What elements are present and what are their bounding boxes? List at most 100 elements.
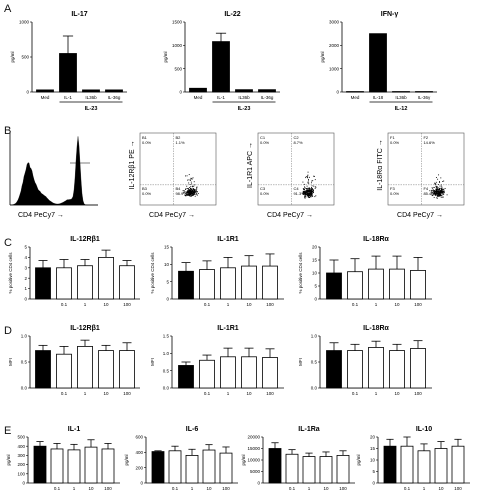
- y-tick-label: 3: [24, 265, 27, 270]
- bar: [392, 91, 410, 93]
- event-dot: [309, 191, 311, 192]
- event-dot: [312, 192, 314, 194]
- event-dot: [439, 189, 441, 191]
- event-dot: [439, 194, 441, 196]
- event-dot: [185, 193, 187, 195]
- event-dot: [195, 189, 197, 191]
- event-dot: [191, 178, 193, 180]
- event-dot: [430, 190, 432, 192]
- bar: [189, 87, 207, 93]
- event-dot: [311, 185, 313, 187]
- chart-title: IL-22: [224, 11, 240, 18]
- event-dot: [443, 191, 445, 193]
- event-dot: [431, 190, 433, 192]
- y-tick-label: 1500: [172, 20, 183, 25]
- x-tick-label: 1: [375, 391, 378, 396]
- bar: [77, 265, 93, 300]
- y-axis-label: MFI: [150, 358, 155, 366]
- chart-e3: IL-1Ra 0 5000 10000 15000 20000 pg/ml 0.1 1 10 100: [241, 426, 355, 491]
- bar: [56, 353, 72, 389]
- bar: [168, 450, 182, 484]
- y-tick-label: 15: [370, 446, 376, 451]
- event-dot: [188, 174, 190, 176]
- bar: [268, 448, 282, 484]
- panel-letter-c: C: [4, 237, 12, 249]
- x-tick-label: 100: [454, 486, 462, 491]
- y-axis-label: % positive CD4 cells: [8, 252, 13, 294]
- y-tick-label: 0.0: [21, 386, 28, 391]
- event-dot: [191, 190, 193, 192]
- y-tick-label: 5000: [250, 469, 261, 474]
- event-dot: [434, 183, 436, 185]
- chart-d3: IL-18Rα 0.0 0.5 1.0 MFI 0.1 1 10 100: [298, 325, 432, 396]
- x-tick-label: 1: [227, 391, 230, 396]
- x-tick-label: 1: [84, 302, 87, 307]
- x-tick-label: IL-36g: [261, 95, 274, 100]
- event-dot: [434, 190, 436, 192]
- quadrant-name: C1: [260, 135, 266, 140]
- bar: [258, 89, 276, 93]
- event-dot: [307, 188, 309, 190]
- event-dot: [310, 192, 312, 194]
- event-dot: [188, 190, 190, 192]
- event-dot: [439, 192, 441, 194]
- event-dot: [312, 191, 314, 193]
- event-dot: [437, 191, 439, 193]
- y-tick-label: 300: [17, 453, 25, 458]
- event-dot: [311, 186, 312, 188]
- event-dot: [437, 190, 439, 192]
- event-dot: [437, 187, 439, 188]
- y-tick-label: 5: [166, 279, 169, 284]
- event-dot: [195, 191, 197, 193]
- x-tick-label: 0.1: [61, 302, 68, 307]
- event-dot: [187, 189, 189, 191]
- event-dot: [183, 190, 185, 192]
- quadrant-value: 0.0%: [260, 140, 270, 145]
- event-dot: [191, 195, 193, 196]
- event-dot: [439, 190, 441, 192]
- y-tick-label: 200: [135, 465, 143, 470]
- event-dot: [313, 185, 315, 187]
- event-dot: [308, 195, 310, 197]
- chart-title: IL-1Ra: [298, 426, 320, 433]
- event-dot: [188, 182, 190, 184]
- event-dot: [441, 193, 443, 194]
- event-dot: [312, 189, 314, 191]
- bar: [369, 33, 387, 93]
- y-tick-label: 500: [174, 66, 182, 71]
- event-dot: [437, 188, 438, 190]
- event-dot: [435, 192, 437, 194]
- event-dot: [305, 192, 307, 193]
- event-dot: [188, 179, 190, 181]
- event-dot: [440, 194, 441, 195]
- bar: [417, 450, 431, 484]
- event-dot: [442, 194, 444, 196]
- event-dot: [436, 190, 438, 192]
- event-dot: [311, 190, 313, 192]
- event-dot: [194, 193, 195, 195]
- event-dot: [314, 196, 316, 198]
- event-dot: [304, 191, 306, 193]
- event-dot: [437, 184, 439, 185]
- event-dot: [437, 189, 439, 191]
- event-dot: [436, 192, 438, 194]
- event-dot: [194, 193, 196, 195]
- event-dot: [436, 186, 437, 188]
- event-dot: [191, 183, 193, 185]
- chart-d1: IL-12Rβ1 0.0 0.5 1.0 MFI 0.1 1 10 100: [8, 325, 140, 396]
- event-dot: [310, 189, 312, 191]
- event-dot: [306, 191, 308, 193]
- group-label: IL-23: [85, 106, 98, 112]
- event-dot: [192, 193, 193, 195]
- event-dot: [312, 193, 313, 195]
- event-dot: [304, 196, 306, 198]
- dot-plot-x-label: CD4 PeCy7 →: [267, 212, 313, 219]
- event-dot: [193, 192, 195, 194]
- event-dot: [185, 194, 187, 196]
- event-dot: [188, 194, 190, 196]
- event-dot: [190, 191, 192, 193]
- x-tick-label: 1: [423, 486, 426, 491]
- x-tick-label: Med: [41, 95, 50, 100]
- bar: [389, 350, 405, 389]
- event-dot: [196, 186, 198, 188]
